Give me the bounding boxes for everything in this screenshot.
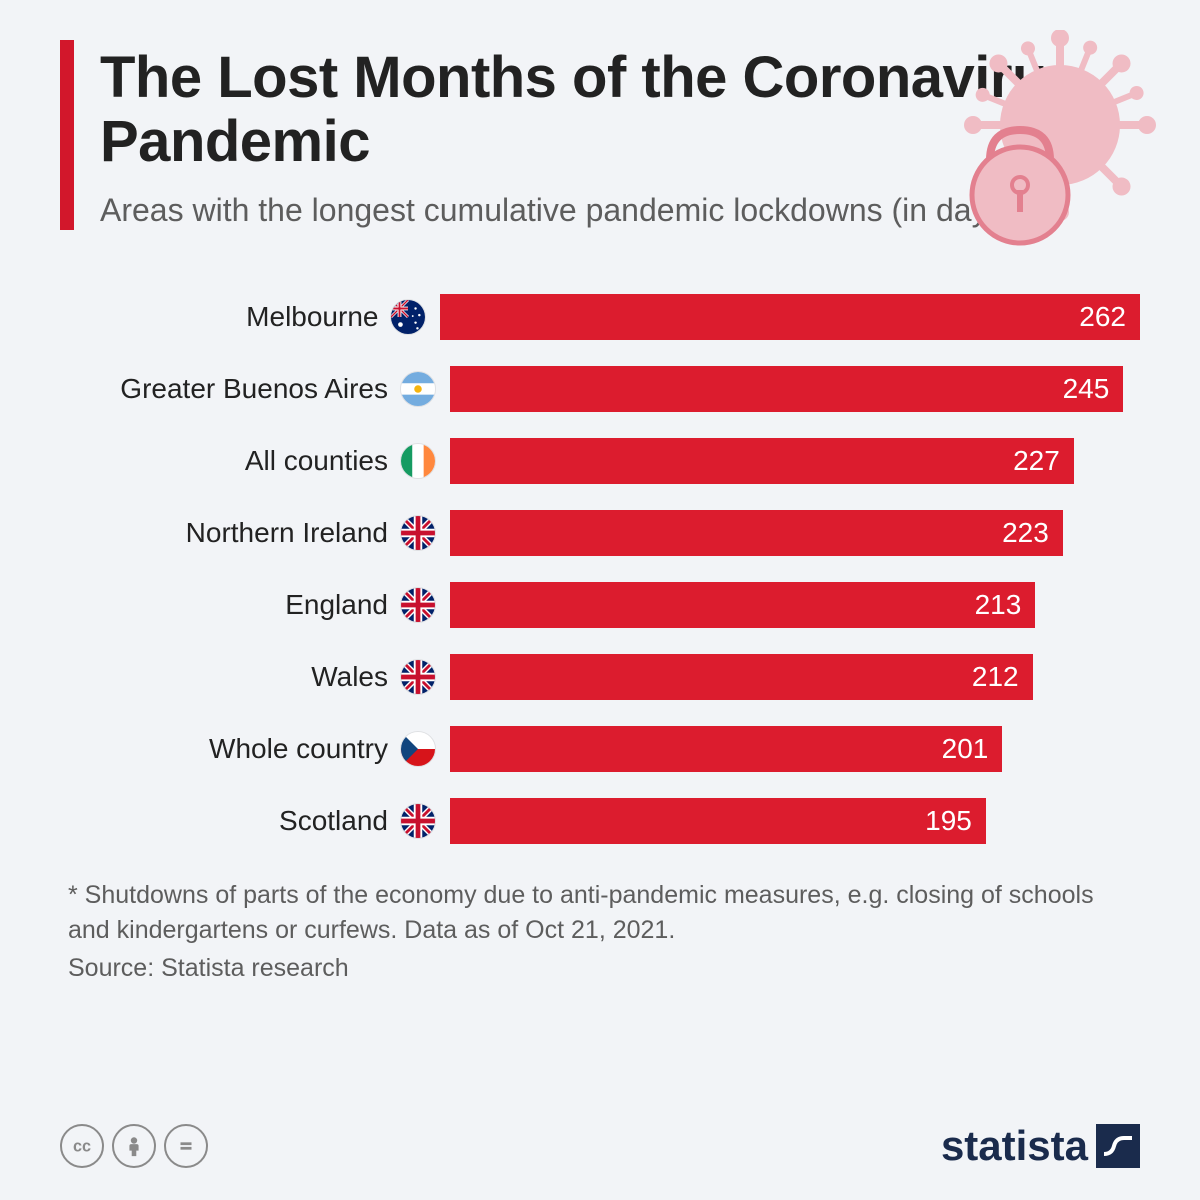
bar-value: 223 xyxy=(1002,517,1049,549)
bar-value: 212 xyxy=(972,661,1019,693)
bar-value: 262 xyxy=(1079,301,1126,333)
cc-icon: cc xyxy=(60,1124,104,1168)
bar-row: Scotland 195 xyxy=(60,794,1140,848)
flag-icon xyxy=(390,299,426,335)
bar-value: 213 xyxy=(975,589,1022,621)
footer: cc statista xyxy=(60,1122,1140,1170)
flag-icon xyxy=(400,659,436,695)
bar-row: England 213 xyxy=(60,578,1140,632)
bar: 223 xyxy=(450,510,1063,556)
flag-icon xyxy=(400,731,436,767)
bar-chart: Melbourne 262 Greater Buenos Aires 245 All c… xyxy=(60,290,1140,848)
bar-label: All counties xyxy=(60,445,400,477)
statista-logo: statista xyxy=(941,1122,1140,1170)
bar: 212 xyxy=(450,654,1033,700)
flag-icon xyxy=(400,803,436,839)
bar: 213 xyxy=(450,582,1035,628)
flag-icon xyxy=(400,443,436,479)
bar: 195 xyxy=(450,798,986,844)
bar-row: Wales 212 xyxy=(60,650,1140,704)
bar-label: Greater Buenos Aires xyxy=(60,373,400,405)
bar-value: 201 xyxy=(942,733,989,765)
logo-text: statista xyxy=(941,1122,1088,1170)
bar: 201 xyxy=(450,726,1002,772)
cc-license-icons: cc xyxy=(60,1124,208,1168)
bar-value: 195 xyxy=(925,805,972,837)
source: Source: Statista research xyxy=(60,954,1140,983)
accent-bar xyxy=(60,40,74,230)
flag-icon xyxy=(400,515,436,551)
bar-label: Northern Ireland xyxy=(60,517,400,549)
bar-label: Melbourne xyxy=(60,301,390,333)
flag-icon xyxy=(400,371,436,407)
bar-row: Greater Buenos Aires 245 xyxy=(60,362,1140,416)
header: The Lost Months of the Coronavirus Pande… xyxy=(60,40,1140,230)
bar: 227 xyxy=(450,438,1074,484)
flag-icon xyxy=(400,587,436,623)
bar-value: 245 xyxy=(1063,373,1110,405)
bar-row: Whole country 201 xyxy=(60,722,1140,776)
bar: 245 xyxy=(450,366,1123,412)
bar-label: England xyxy=(60,589,400,621)
bar: 262 xyxy=(440,294,1140,340)
svg-text:cc: cc xyxy=(73,1137,91,1155)
bar-row: All counties 227 xyxy=(60,434,1140,488)
footnote: * Shutdowns of parts of the economy due … xyxy=(60,878,1140,948)
by-icon xyxy=(112,1124,156,1168)
bar-label: Wales xyxy=(60,661,400,693)
bar-row: Melbourne 262 xyxy=(60,290,1140,344)
nd-icon xyxy=(164,1124,208,1168)
bar-label: Scotland xyxy=(60,805,400,837)
statista-mark-icon xyxy=(1096,1124,1140,1168)
bar-value: 227 xyxy=(1013,445,1060,477)
bar-label: Whole country xyxy=(60,733,400,765)
bar-row: Northern Ireland 223 xyxy=(60,506,1140,560)
virus-lock-icon xyxy=(930,30,1160,260)
